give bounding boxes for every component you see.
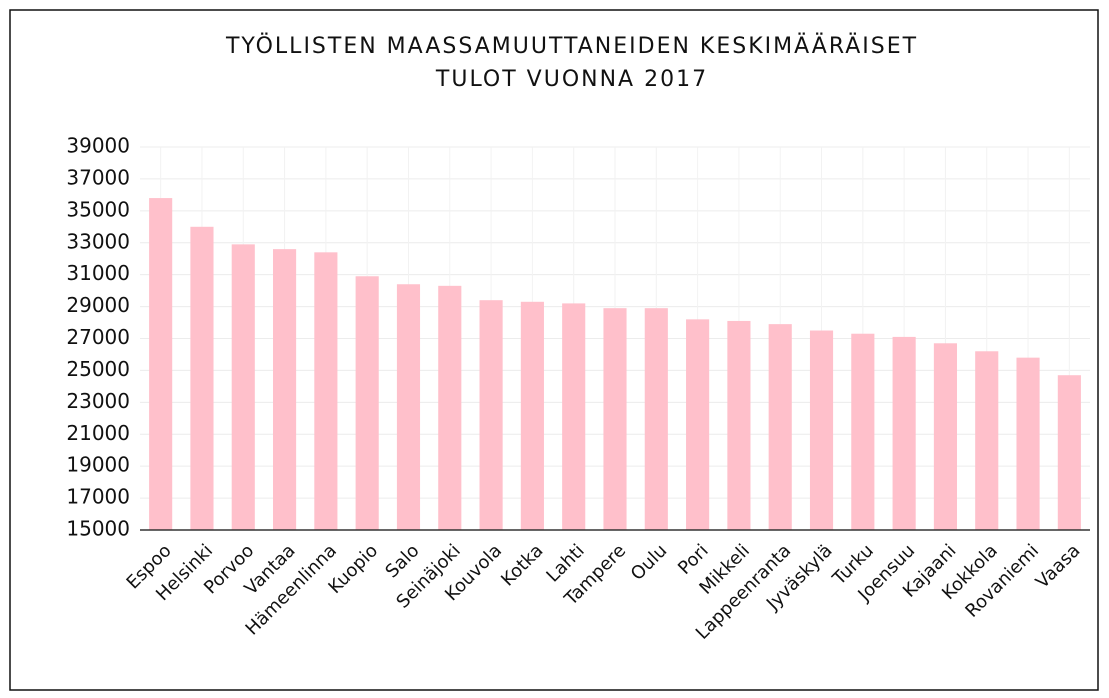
bar [562,303,586,530]
y-tick-label: 37000 [66,165,130,189]
chart-title: TYÖLLISTEN MAASSAMUUTTANEIDEN KESKIMÄÄRÄ… [225,33,918,59]
y-tick-label: 31000 [66,261,130,285]
bar [314,252,338,530]
bar [933,343,957,530]
bar [273,249,297,530]
y-tick-label: 33000 [66,229,130,253]
bar [190,226,214,530]
y-tick-label: 35000 [66,197,130,221]
bar [851,333,875,530]
bar [603,308,627,530]
bar [355,276,379,530]
bar [768,324,792,530]
bar [809,330,834,530]
y-tick-label: 15000 [66,517,130,541]
y-tick-label: 39000 [66,134,130,158]
bar [396,284,421,530]
bar [1016,357,1040,530]
bar [975,351,999,530]
y-tick-label: 17000 [66,485,130,509]
bar [727,320,751,530]
bar [686,319,710,530]
y-tick-label: 19000 [66,453,130,477]
y-tick-label: 29000 [66,293,130,317]
y-tick-label: 21000 [66,421,130,445]
bar [1057,375,1081,530]
bar [231,244,255,531]
y-tick-label: 25000 [66,357,130,381]
bar [438,285,462,530]
bar [479,300,503,530]
bar [892,336,916,530]
bar [149,198,173,531]
y-tick-label: 23000 [66,389,130,413]
chart-title: TULOT VUONNA 2017 [435,67,708,92]
bar [644,308,668,530]
y-tick-label: 27000 [66,325,130,349]
bar [520,301,544,530]
